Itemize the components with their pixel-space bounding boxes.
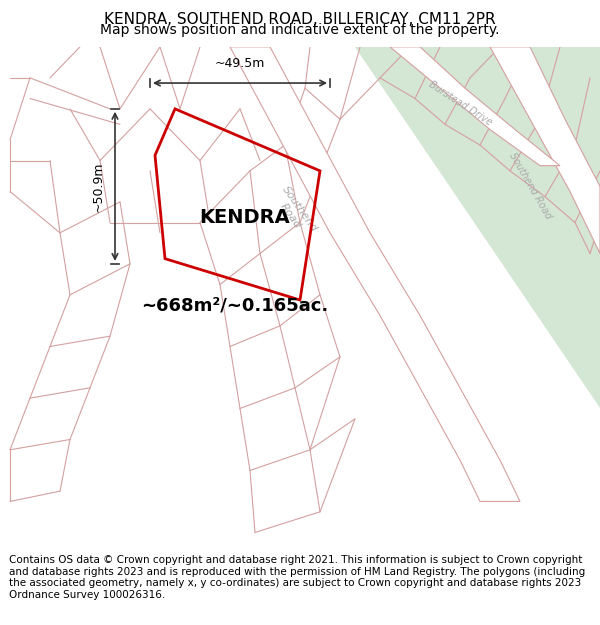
Polygon shape [355, 47, 600, 409]
Text: Map shows position and indicative extent of the property.: Map shows position and indicative extent… [100, 22, 500, 36]
Text: Southend Road: Southend Road [507, 151, 553, 221]
Text: ~50.9m: ~50.9m [92, 161, 105, 212]
Polygon shape [490, 47, 600, 254]
Text: KENDRA: KENDRA [200, 208, 290, 227]
Text: Burstead Drive: Burstead Drive [427, 79, 493, 128]
Polygon shape [230, 47, 520, 501]
Text: ~668m²/~0.165ac.: ~668m²/~0.165ac. [142, 296, 329, 314]
Text: Southend
Road: Southend Road [271, 184, 319, 240]
Text: ~49.5m: ~49.5m [215, 57, 265, 69]
Text: Contains OS data © Crown copyright and database right 2021. This information is : Contains OS data © Crown copyright and d… [9, 555, 585, 600]
Polygon shape [390, 47, 560, 166]
Text: KENDRA, SOUTHEND ROAD, BILLERICAY, CM11 2PR: KENDRA, SOUTHEND ROAD, BILLERICAY, CM11 … [104, 12, 496, 27]
